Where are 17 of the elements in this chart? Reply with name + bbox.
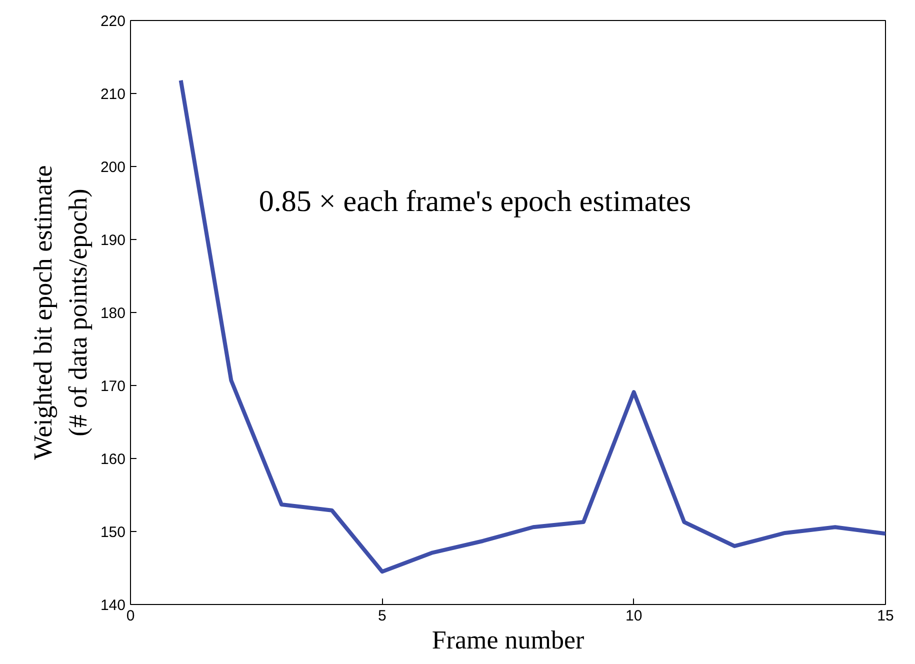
y-tick-label: 210 <box>100 86 126 103</box>
y-tick-label: 220 <box>100 13 126 30</box>
x-tick-label: 5 <box>378 608 386 624</box>
line-series <box>178 78 886 574</box>
y-tick-label: 160 <box>100 451 126 468</box>
y-tick-label: 180 <box>100 305 126 322</box>
y-tick-label: 200 <box>100 159 126 176</box>
y-axis-title: Weighted bit epoch estimate (# of data points/epoch) <box>28 165 92 460</box>
annotation: 0.85 × each frame's epoch estimates <box>258 185 692 218</box>
x-axis-title: Frame number <box>432 626 585 654</box>
x-tick-label: 10 <box>625 608 642 624</box>
x-tick-label: 0 <box>126 608 135 624</box>
x-tick-label: 15 <box>877 608 894 624</box>
y-tick-label: 150 <box>100 524 126 541</box>
y-tick-label: 140 <box>100 597 126 614</box>
y-tick-label: 170 <box>100 378 126 395</box>
y-tick-label: 190 <box>100 232 126 249</box>
